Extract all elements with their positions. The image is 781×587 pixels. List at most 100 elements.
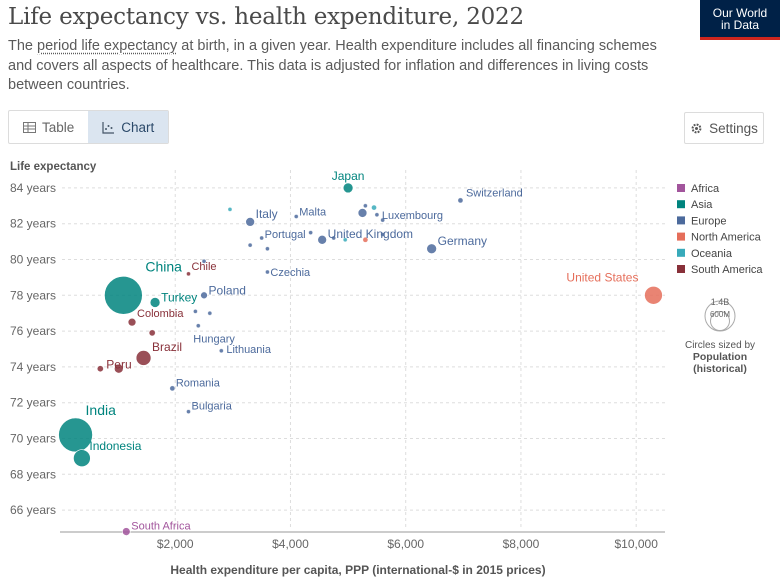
data-point[interactable] [97, 366, 103, 372]
x-tick-label: $2,000 [157, 537, 194, 551]
data-label: Poland [209, 283, 246, 297]
scatter-chart: 66 years 68 years 70 years 72 years 74 years… [0, 150, 781, 587]
period-life-expectancy-link[interactable]: period life expectancy [37, 38, 177, 54]
data-point[interactable] [294, 215, 298, 219]
legend-swatch[interactable] [677, 184, 685, 192]
subtitle-pre: The [8, 38, 37, 54]
legend-item: Africa [691, 183, 720, 195]
y-tick-label: 84 years [10, 181, 56, 195]
x-tick-label: $6,000 [387, 537, 424, 551]
chart-title: Life expectancy vs. health expenditure, … [8, 4, 524, 30]
y-tick-label: 68 years [10, 467, 56, 481]
settings-label: Settings [709, 121, 758, 136]
tab-table[interactable]: Table [9, 111, 88, 143]
chart-subtitle: The period life expectancy at birth, in … [8, 37, 678, 96]
logo-line-2: in Data [700, 19, 780, 31]
data-point[interactable] [193, 309, 197, 313]
data-point[interactable] [343, 183, 353, 193]
data-label: Switzerland [466, 187, 523, 199]
data-point[interactable] [318, 235, 327, 244]
view-tabs: Table Chart [8, 110, 169, 144]
legend-item: Europe [691, 215, 726, 227]
data-point[interactable] [309, 231, 313, 235]
owid-logo[interactable]: Our World in Data [700, 0, 780, 40]
data-point[interactable] [59, 418, 93, 452]
legend-item: Oceania [691, 248, 733, 260]
y-tick-label: 70 years [10, 432, 56, 446]
x-tick-label: $10,000 [614, 537, 658, 551]
size-legend-note-1: Circles sized by [685, 340, 755, 351]
data-label: Romania [176, 377, 221, 389]
data-label: Italy [256, 207, 278, 221]
data-point[interactable] [128, 318, 136, 326]
data-point[interactable] [265, 247, 269, 251]
data-label: India [86, 402, 117, 418]
y-tick-label: 66 years [10, 503, 56, 517]
data-label: Germany [438, 234, 487, 248]
data-point[interactable] [260, 236, 264, 240]
data-label: Malta [299, 207, 327, 219]
data-point[interactable] [219, 349, 223, 353]
data-point[interactable] [228, 207, 232, 211]
y-tick-label: 72 years [10, 396, 56, 410]
settings-button[interactable]: Settings [684, 112, 764, 144]
data-label: Chile [191, 261, 216, 273]
legend-item: Asia [691, 199, 713, 211]
size-legend-value-small: 600M [710, 310, 730, 319]
tab-chart-label: Chart [121, 120, 154, 135]
y-tick-label: 82 years [10, 217, 56, 231]
size-legend-value-large: 1.4B [711, 297, 730, 307]
data-point[interactable] [265, 270, 269, 274]
data-point[interactable] [644, 286, 662, 304]
data-point[interactable] [149, 330, 155, 336]
y-tick-label: 78 years [10, 288, 56, 302]
legend-swatch[interactable] [677, 265, 685, 273]
data-point[interactable] [73, 450, 90, 467]
size-legend-note-2: Population [693, 351, 747, 363]
legend-swatch[interactable] [677, 200, 685, 208]
legend-swatch[interactable] [677, 249, 685, 257]
data-point[interactable] [186, 272, 190, 276]
data-point[interactable] [136, 350, 151, 365]
y-tick-label: 76 years [10, 324, 56, 338]
legend-item: South America [691, 264, 763, 276]
data-label: Bulgaria [191, 401, 232, 413]
data-point[interactable] [201, 292, 208, 299]
x-tick-label: $4,000 [272, 537, 309, 551]
tab-chart[interactable]: Chart [88, 111, 168, 143]
data-point[interactable] [170, 386, 175, 391]
x-axis-title: Health expenditure per capita, PPP (inte… [170, 563, 545, 577]
y-axis-title: Life expectancy [10, 161, 97, 173]
y-tick-label: 80 years [10, 253, 56, 267]
legend-item: North America [691, 232, 762, 244]
legend-swatch[interactable] [677, 216, 685, 224]
x-tick-label: $8,000 [503, 537, 540, 551]
data-point[interactable] [372, 205, 377, 210]
data-label: Brazil [152, 340, 182, 354]
data-label: United Kingdom [328, 227, 413, 241]
y-tick-label: 74 years [10, 360, 56, 374]
data-label: Peru [106, 358, 131, 372]
data-point[interactable] [246, 217, 255, 226]
chart-icon [102, 121, 115, 134]
data-label: Colombia [137, 308, 184, 320]
table-icon [23, 121, 36, 134]
data-point[interactable] [122, 528, 130, 536]
data-point[interactable] [208, 311, 212, 315]
data-point[interactable] [458, 198, 463, 203]
data-label: Lithuania [226, 344, 272, 356]
data-label: Indonesia [89, 439, 141, 453]
gear-icon [690, 122, 703, 135]
data-point[interactable] [186, 410, 190, 414]
data-point[interactable] [248, 243, 252, 247]
legend-swatch[interactable] [677, 233, 685, 241]
data-point[interactable] [196, 324, 200, 328]
data-point[interactable] [375, 213, 379, 217]
data-point[interactable] [358, 208, 367, 217]
data-point[interactable] [427, 244, 437, 254]
data-point[interactable] [150, 297, 160, 307]
data-label: Japan [332, 169, 365, 183]
data-point[interactable] [363, 204, 367, 208]
size-legend-note-3: (historical) [693, 363, 747, 375]
data-label: United States [566, 270, 638, 284]
